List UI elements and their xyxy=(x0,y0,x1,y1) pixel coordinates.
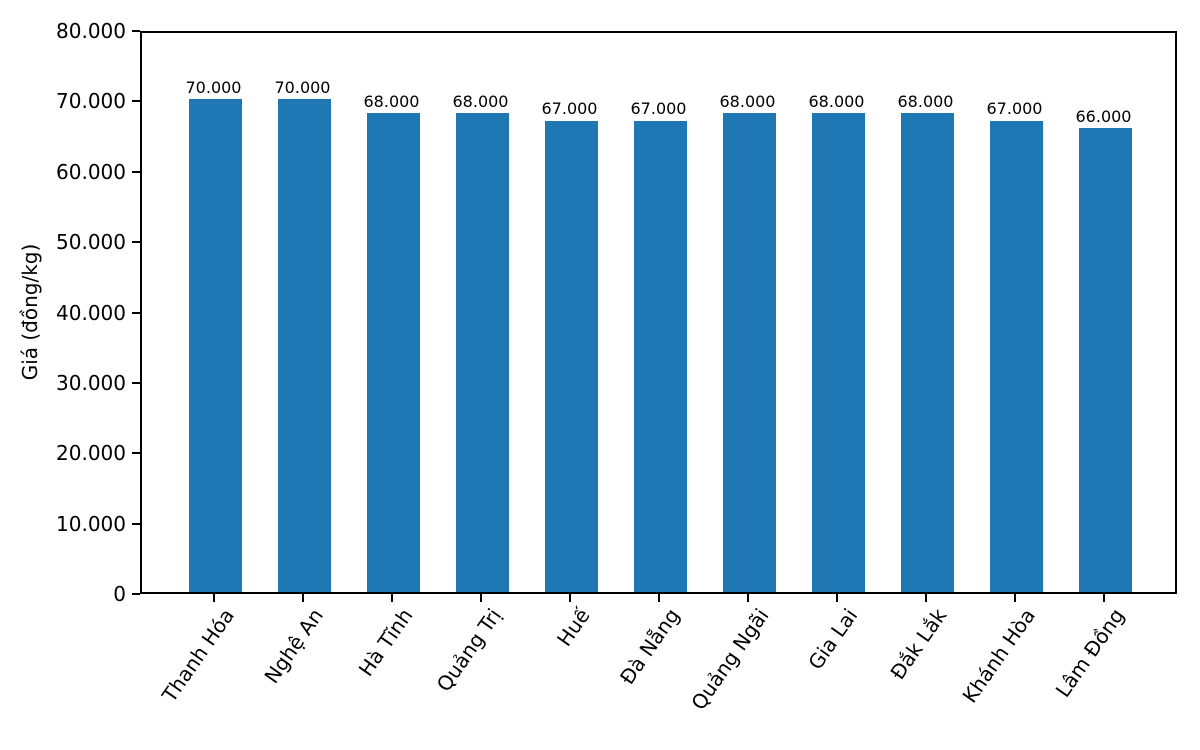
y-tick-label: 20.000 xyxy=(56,441,126,466)
x-tick-mark xyxy=(390,594,393,602)
y-tick-label: 0 xyxy=(113,582,126,606)
x-tick-label-text: Quảng Ngãi xyxy=(685,604,774,715)
bar xyxy=(189,99,242,592)
x-tick-mark xyxy=(301,594,304,602)
y-tick-label: 60.000 xyxy=(56,159,126,184)
x-tick-label-text: Gia Lai xyxy=(803,604,863,674)
bar-value-label: 68.000 xyxy=(363,92,420,112)
y-tick-label: 50.000 xyxy=(56,230,126,255)
bar-value-label: 67.000 xyxy=(541,99,598,119)
bar xyxy=(990,120,1043,592)
x-tick-label-text: Nghệ An xyxy=(259,604,329,688)
bar-value-label: 67.000 xyxy=(986,99,1043,119)
x-tick-label-text: Thanh Hóa xyxy=(157,604,240,707)
x-tick-mark xyxy=(212,594,215,602)
y-tick-label: 10.000 xyxy=(56,511,126,536)
x-tick-label-text: Quảng Trị xyxy=(431,604,507,696)
bar xyxy=(812,113,865,592)
bar-value-label: 68.000 xyxy=(808,92,865,112)
x-tick-mark xyxy=(568,594,571,602)
x-tick-label-text: Huế xyxy=(552,604,596,651)
y-tick-label: 30.000 xyxy=(56,370,126,395)
y-tick-mark xyxy=(132,381,140,384)
y-tick-label: 80.000 xyxy=(56,19,126,43)
bar xyxy=(1079,127,1132,592)
bar-value-label: 68.000 xyxy=(897,92,954,112)
bar xyxy=(456,113,509,592)
bar-value-label: 68.000 xyxy=(452,92,509,112)
bar-value-label: 70.000 xyxy=(274,78,331,98)
y-tick-mark xyxy=(132,452,140,455)
y-tick-mark xyxy=(132,100,140,103)
x-tick-mark xyxy=(657,594,660,602)
x-tick-mark xyxy=(1102,594,1105,602)
x-tick-label-text: Khánh Hòa xyxy=(957,604,1041,708)
bar-value-label: 70.000 xyxy=(185,78,242,98)
x-tick-label-text: Hà Tĩnh xyxy=(353,604,418,681)
x-tick-label-text: Đà Nẵng xyxy=(614,604,685,689)
x-tick-mark xyxy=(924,594,927,602)
x-tick-mark xyxy=(746,594,749,602)
y-tick-label: 70.000 xyxy=(56,89,126,114)
y-tick-mark xyxy=(132,522,140,525)
y-tick-mark xyxy=(132,311,140,314)
bar-value-label: 67.000 xyxy=(630,99,687,119)
bar xyxy=(723,113,776,592)
bar-value-label: 66.000 xyxy=(1075,106,1132,126)
y-tick-mark xyxy=(132,241,140,244)
bar xyxy=(634,120,687,592)
x-tick-label-text: Lâm Đồng xyxy=(1050,604,1130,702)
plot-area xyxy=(140,31,1177,594)
bar xyxy=(545,120,598,592)
y-tick-mark xyxy=(132,30,140,32)
x-tick-mark xyxy=(835,594,838,602)
bar xyxy=(367,113,420,592)
x-tick-label-text: Đắk Lắk xyxy=(885,604,952,684)
y-tick-label: 40.000 xyxy=(56,300,126,325)
bar-value-label: 68.000 xyxy=(719,92,776,112)
bar xyxy=(278,99,331,592)
x-tick-mark xyxy=(1013,594,1016,602)
bar xyxy=(901,113,954,592)
y-tick-mark xyxy=(132,170,140,173)
x-tick-mark xyxy=(479,594,482,602)
y-tick-mark xyxy=(132,593,140,595)
